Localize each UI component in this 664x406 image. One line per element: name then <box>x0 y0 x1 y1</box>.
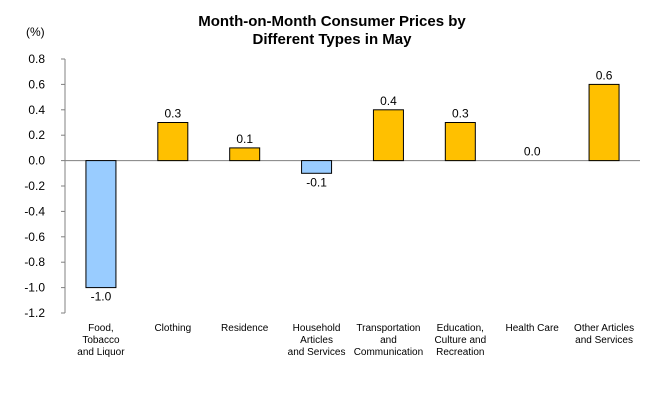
y-tick-label: 0.6 <box>28 77 45 91</box>
bar-value-label: 0.0 <box>524 145 541 159</box>
x-category-label: Food, Tobacco and Liquor <box>77 323 125 358</box>
x-category-label-line: Food, <box>88 323 114 334</box>
bar <box>372 109 404 162</box>
bar <box>444 122 476 162</box>
bar <box>301 160 333 174</box>
y-tick-label: 0.0 <box>28 154 45 168</box>
bar <box>85 160 117 289</box>
x-category-label-line: and Services <box>575 335 633 346</box>
y-tick-label: -0.4 <box>24 204 45 218</box>
bar-value-label: 0.3 <box>452 107 469 121</box>
x-category-label: Other Articles and Services <box>574 323 634 346</box>
bar-value-label: 0.3 <box>164 107 181 121</box>
x-category-label-line: Communication <box>354 347 423 358</box>
x-category-label-line: Culture and <box>434 335 486 346</box>
bar-value-label: 0.4 <box>380 94 397 108</box>
y-tick-label: 0.8 <box>28 52 45 66</box>
chart-title-line-1: Month-on-Month Consumer Prices by <box>198 13 466 30</box>
bar-value-label: -0.1 <box>306 175 327 189</box>
x-category-label: Education, Culture and Recreation <box>434 323 486 358</box>
plot-area: 0.8 0.6 0.4 0.2 0.0 -0.2 -0.4 -0.6 -0.8 -1.0 -1.2 -… <box>24 52 640 358</box>
x-category-label-line: Health Care <box>506 323 560 334</box>
x-category-label: Health Care <box>506 323 560 334</box>
x-category-label-line: Household <box>293 323 341 334</box>
y-axis-unit-label: (%) <box>26 25 45 39</box>
bar <box>229 147 261 162</box>
y-tick-label: -0.2 <box>24 179 45 193</box>
bar <box>157 122 189 162</box>
y-tick-label: 0.2 <box>28 128 45 142</box>
y-tick-label: 0.4 <box>28 103 45 117</box>
bar-value-label: 0.1 <box>236 132 253 146</box>
x-category-label-line: Transportation <box>356 323 420 334</box>
x-category-label-line: Other Articles <box>574 323 634 334</box>
bar-value-label: -1.0 <box>91 290 112 304</box>
y-tick-label: -1.2 <box>24 306 45 320</box>
bar <box>588 83 620 162</box>
x-category-label-line: and Liquor <box>77 347 125 358</box>
y-tick-label: -1.0 <box>24 281 45 295</box>
x-category-label: Clothing <box>154 323 191 334</box>
bar-value-label: 0.6 <box>596 68 613 82</box>
x-category-label-line: Articles <box>300 335 333 346</box>
x-category-label-line: Recreation <box>436 347 484 358</box>
x-category-label: Transportation and Communication <box>354 323 423 358</box>
y-tick-label: -0.6 <box>24 230 45 244</box>
x-category-label: Household Articles and Services <box>288 323 346 358</box>
y-tick-label: -0.8 <box>24 255 45 269</box>
x-category-label-line: and <box>380 335 397 346</box>
x-category-label-line: Residence <box>221 323 269 334</box>
x-category-label-line: Education, <box>437 323 484 334</box>
x-category-label-line: Tobacco <box>82 335 120 346</box>
x-category-label-line: and Services <box>288 347 346 358</box>
x-category-label: Residence <box>221 323 269 334</box>
chart-title-line-2: Different Types in May <box>253 31 413 48</box>
x-category-label-line: Clothing <box>154 323 191 334</box>
